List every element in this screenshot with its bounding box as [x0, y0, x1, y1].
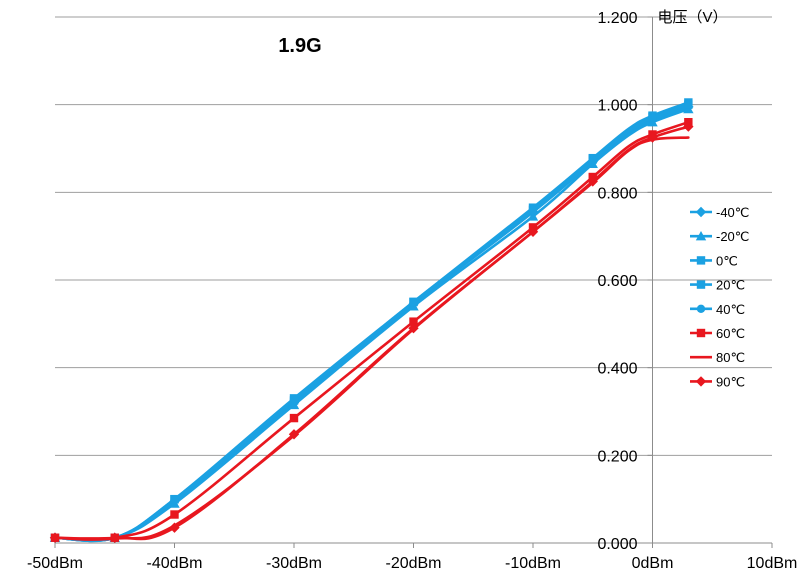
legend-item: -40℃	[690, 205, 749, 220]
y-tick-label: 0.800	[597, 185, 637, 202]
series-line	[53, 101, 690, 543]
series-line	[53, 125, 690, 541]
data-point	[648, 113, 657, 123]
series-line	[53, 103, 690, 542]
legend-label: -20℃	[716, 229, 749, 244]
legend-label: 40℃	[716, 302, 745, 317]
data-point	[289, 413, 299, 423]
legend-swatch-marker	[696, 304, 706, 313]
legend-swatch-marker	[695, 376, 707, 387]
x-tick-label: 0dBm	[632, 555, 674, 572]
data-point	[170, 496, 179, 505]
x-tick-label: -40dBm	[146, 555, 202, 572]
legend-swatch-marker	[695, 231, 707, 241]
series-layer	[49, 98, 694, 543]
x-tick-label: -30dBm	[266, 555, 322, 572]
legend-label: 80℃	[716, 350, 745, 365]
data-point	[409, 298, 418, 307]
legend-item: -20℃	[690, 229, 749, 244]
y-axis-label: 电压（V）	[658, 9, 728, 26]
series-line	[53, 107, 690, 542]
y-tick-label: 0.400	[597, 361, 637, 378]
legend-layer: -40℃ -20℃ 0℃ 20℃ 40℃ 60℃ 80℃ 90℃	[690, 205, 749, 389]
legend-swatch-marker	[695, 206, 707, 218]
legend-item: 40℃	[690, 302, 745, 317]
data-point	[170, 510, 179, 519]
data-point	[527, 211, 539, 221]
data-point	[588, 156, 597, 165]
data-point	[288, 429, 300, 440]
legend-item: 60℃	[690, 326, 745, 341]
chart-title: 1.9G	[278, 35, 321, 57]
label-layer: -50dBm -40dBm -30dBm -20dBm -10dBm 0dBm 10dBm 0…	[27, 9, 797, 572]
series-line	[53, 103, 690, 543]
series-4	[50, 98, 693, 543]
x-tick-label: -20dBm	[385, 555, 441, 572]
data-point	[169, 522, 180, 533]
data-point	[109, 532, 120, 543]
data-point	[587, 176, 598, 187]
legend-label: 90℃	[716, 374, 745, 389]
y-tick-label: 1.000	[597, 98, 637, 115]
data-point	[527, 226, 539, 237]
data-point	[683, 121, 694, 132]
y-tick-label: 0.600	[597, 273, 637, 290]
series-8	[49, 121, 694, 543]
legend-item: 20℃	[690, 278, 745, 293]
data-point	[684, 100, 693, 109]
x-tick-label: 10dBm	[747, 555, 798, 572]
series-line	[53, 105, 690, 542]
y-tick-label: 1.200	[597, 10, 637, 27]
series-line	[53, 120, 690, 541]
data-point	[408, 323, 419, 334]
legend-item: 80℃	[690, 350, 745, 365]
x-tick-label: -50dBm	[27, 555, 83, 572]
data-point	[647, 132, 658, 143]
data-point	[528, 205, 538, 215]
grid-layer	[55, 16, 772, 456]
x-tick-label: -10dBm	[505, 555, 561, 572]
legend-item: 0℃	[690, 253, 738, 268]
legend-item: 90℃	[690, 374, 745, 389]
data-point	[289, 395, 299, 404]
data-point	[49, 532, 61, 543]
legend-label: 0℃	[716, 253, 738, 268]
series-2	[49, 103, 694, 542]
legend-swatch-marker	[696, 256, 706, 265]
y-tick-label: 0.200	[597, 448, 637, 465]
data-point	[409, 317, 418, 326]
legend-swatch-marker	[696, 328, 706, 338]
legend-swatch-marker	[696, 280, 706, 289]
legend-label: -40℃	[716, 205, 749, 220]
y-tick-label: 0.000	[597, 536, 637, 553]
legend-label: 20℃	[716, 278, 745, 293]
axis-layer	[54, 16, 773, 548]
legend-label: 60℃	[716, 326, 745, 341]
